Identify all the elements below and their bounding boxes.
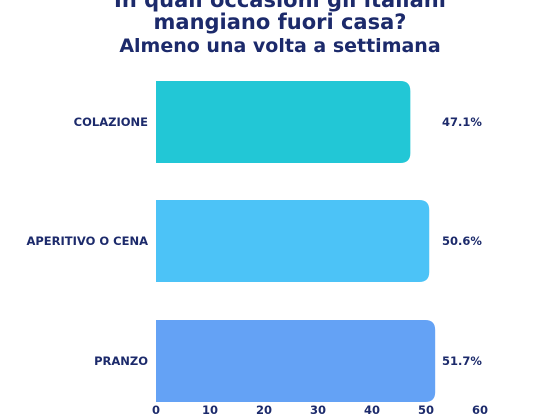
value-label: 47.1% [442, 115, 482, 129]
chart-title-line-2: mangiano fuori casa? [153, 10, 407, 34]
value-label: 51.7% [442, 354, 482, 368]
x-tick-label: 20 [256, 403, 272, 417]
x-tick-label: 60 [472, 403, 488, 417]
bar-aperitivo-o-cena [156, 200, 430, 282]
x-tick-label: 40 [364, 403, 380, 417]
x-tick-label: 30 [310, 403, 326, 417]
chart-title-line-1: In quali occasioni gli italiani [114, 0, 446, 12]
bar-colazione [156, 81, 411, 163]
x-tick-label: 50 [418, 403, 434, 417]
category-label: APERITIVO O CENA [26, 234, 148, 248]
bar-pranzo [156, 320, 436, 402]
category-label: PRANZO [94, 354, 148, 368]
chart-subtitle: Almeno una volta a settimana [119, 35, 441, 57]
x-tick-label: 0 [152, 403, 160, 417]
category-label: COLAZIONE [74, 115, 148, 129]
x-tick-label: 10 [202, 403, 218, 417]
value-label: 50.6% [442, 234, 482, 248]
